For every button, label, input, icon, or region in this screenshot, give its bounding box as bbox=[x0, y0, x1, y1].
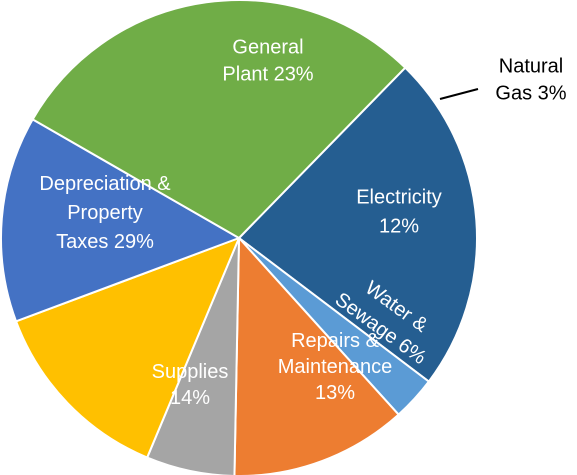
slice-label-line: General bbox=[232, 37, 303, 59]
slice-label-line: Natural bbox=[499, 56, 563, 78]
slice-label-line: Property bbox=[67, 202, 143, 224]
pie-slice-electricity bbox=[233, 237, 400, 475]
slice-label-repairs-maintenance: Repairs & Maintenance 13% bbox=[278, 330, 393, 404]
slice-label-line: Plant 23% bbox=[222, 64, 313, 86]
slice-label-natural-gas: Natural Gas 3% bbox=[495, 56, 566, 105]
slice-label-line: Supplies bbox=[152, 361, 229, 383]
slice-label-line: Gas 3% bbox=[495, 83, 566, 105]
pie-slice-depreciation-property-taxes bbox=[31, 0, 407, 239]
slice-label-line: Electricity bbox=[356, 187, 442, 209]
slice-label-line: 14% bbox=[170, 387, 210, 409]
slice-label-line: 13% bbox=[315, 382, 355, 404]
slice-label-general-plant: General Plant 23% bbox=[222, 37, 313, 86]
slice-label-electricity: Electricity 12% bbox=[356, 187, 442, 238]
pie-slice-repairs-maintenance bbox=[15, 237, 240, 459]
slice-label-depreciation-property-taxes: Depreciation & Property Taxes 29% bbox=[39, 173, 171, 253]
slice-label-line: Repairs & bbox=[291, 330, 379, 352]
pie-slice-general-plant bbox=[238, 66, 478, 383]
pie-slice-supplies bbox=[0, 118, 240, 323]
slice-label-line: 12% bbox=[379, 216, 419, 238]
slice-label-line: Depreciation & bbox=[39, 173, 171, 195]
slice-label-line: Maintenance bbox=[278, 356, 393, 378]
natural-gas-leader-line bbox=[439, 88, 479, 100]
slice-label-supplies: Supplies 14% bbox=[152, 361, 229, 409]
slice-label-line: Taxes 29% bbox=[56, 231, 154, 253]
